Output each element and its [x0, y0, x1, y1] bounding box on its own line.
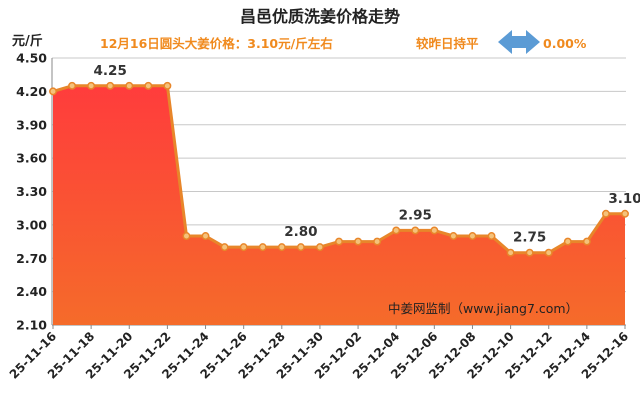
data-label: 2.75 [513, 230, 546, 246]
data-point [163, 81, 172, 90]
data-point [373, 237, 382, 246]
data-point [392, 226, 401, 235]
watermark: 中姜网监制（www.jiang7.com） [388, 301, 578, 316]
data-label: 2.80 [284, 224, 317, 240]
data-point [411, 226, 420, 235]
data-point [430, 226, 439, 235]
data-point [182, 232, 191, 240]
y-tick-label: 3.60 [16, 151, 47, 166]
change-value: 0.00% [543, 36, 587, 51]
data-point [106, 81, 115, 90]
chart-subtitle: 12月16日圆头大姜价格：3.10元/斤左右 [100, 36, 333, 51]
data-point [601, 209, 610, 218]
data-point [87, 81, 96, 90]
data-point [506, 248, 515, 257]
price-area [53, 85, 625, 325]
y-tick-label: 3.30 [16, 184, 47, 199]
data-point [296, 243, 305, 252]
data-labels: 4.25 2.80 2.95 2.75 3.10 [94, 63, 640, 246]
data-point [49, 87, 57, 96]
y-tick-label: 2.40 [16, 284, 47, 299]
data-point [220, 243, 229, 252]
y-tick-label: 3.90 [16, 117, 47, 132]
data-point [335, 237, 343, 246]
data-point [468, 232, 477, 240]
data-point [449, 232, 458, 240]
data-point [315, 243, 324, 252]
x-axis: 25-11-1625-11-1825-11-2025-11-2225-11-24… [7, 325, 631, 382]
y-tick-label: 3.00 [16, 217, 47, 232]
y-axis: 2.10 2.40 2.70 3.00 3.30 3.60 3.90 4.20 4.50 [16, 51, 47, 333]
data-point [621, 209, 629, 218]
y-tick-label: 4.50 [16, 51, 47, 66]
data-point [354, 237, 363, 246]
double-arrow-icon [498, 30, 540, 54]
y-tick-label: 2.70 [16, 251, 47, 266]
area-layer [52, 84, 625, 325]
data-point [68, 81, 77, 90]
change-text: 较昨日持平 [416, 36, 479, 51]
data-point [563, 237, 572, 246]
data-point [277, 243, 286, 252]
data-point [144, 81, 153, 90]
data-point [582, 237, 591, 246]
data-point [258, 243, 267, 252]
data-label: 4.25 [94, 63, 127, 79]
data-point [201, 232, 210, 240]
y-tick-label: 4.20 [16, 84, 47, 99]
data-point [239, 243, 248, 252]
y-axis-unit: 元/斤 [12, 33, 43, 49]
markers [49, 81, 629, 257]
data-label: 3.10 [608, 191, 640, 207]
data-point [125, 81, 134, 90]
data-point [525, 248, 534, 257]
y-tick-label: 2.10 [16, 318, 47, 333]
data-point [487, 232, 496, 240]
data-label: 2.95 [399, 207, 432, 223]
data-point [544, 248, 553, 257]
chart-title: 昌邑优质洗姜价格走势 [240, 7, 400, 26]
